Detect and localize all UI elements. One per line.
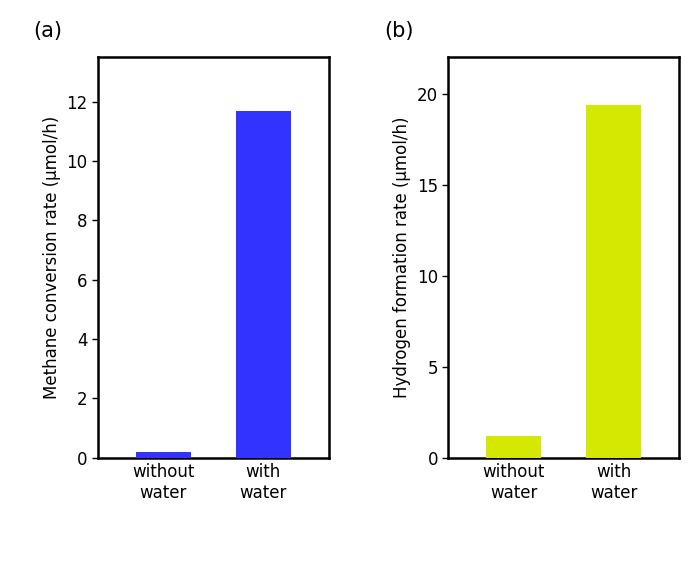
Bar [587, 105, 641, 458]
Y-axis label: Hydrogen formation rate (μmol/h): Hydrogen formation rate (μmol/h) [393, 117, 412, 398]
Bar [236, 110, 291, 458]
Text: (a): (a) [34, 21, 62, 41]
Bar [136, 452, 190, 458]
Y-axis label: Methane conversion rate (μmol/h): Methane conversion rate (μmol/h) [43, 116, 61, 399]
Bar [486, 436, 541, 458]
Text: (b): (b) [384, 21, 414, 41]
